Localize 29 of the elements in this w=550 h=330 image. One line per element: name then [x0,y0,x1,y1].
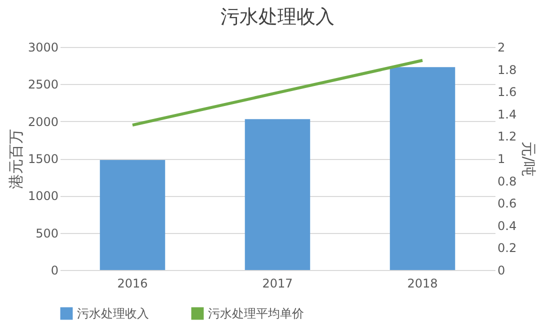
y2-tick-label: 0.8 [498,174,517,188]
y2-tick-label: 1 [498,152,506,166]
x-tick-label: 2016 [117,276,148,290]
legend-label: 污水处理收入 [77,306,149,321]
y-tick-label: 2500 [28,78,58,92]
bar [244,119,310,270]
bar [390,67,456,270]
bar [100,160,166,270]
legend-label: 污水处理平均单价 [208,306,304,321]
x-tick-label: 2017 [262,276,293,290]
y2-tick-label: 0.2 [498,241,517,256]
y2-tick-label: 0 [498,264,506,278]
y2-tick-label: 2 [498,40,506,54]
y-tick-label: 500 [36,226,58,240]
y2-tick-label: 1.4 [498,107,517,122]
y-tick-label: 0 [50,264,58,278]
y-tick-label: 3000 [28,40,58,54]
y2-tick-label: 1.6 [498,85,517,100]
y2-tick-label: 0.4 [498,218,517,233]
y2-tick-label: 1.2 [498,130,517,144]
chart-title: 污水处理收入 [220,6,334,28]
y2-tick-label: 1.8 [498,62,517,77]
y2-axis-title: 元/吨 [520,141,538,177]
y-tick-label: 1500 [28,152,58,166]
y-tick-label: 1000 [28,189,58,204]
y2-tick-label: 0.6 [498,196,517,211]
y-axis-title: 港元百万 [6,129,25,189]
y-tick-label: 2000 [28,114,58,129]
x-tick-label: 2018 [407,276,438,290]
